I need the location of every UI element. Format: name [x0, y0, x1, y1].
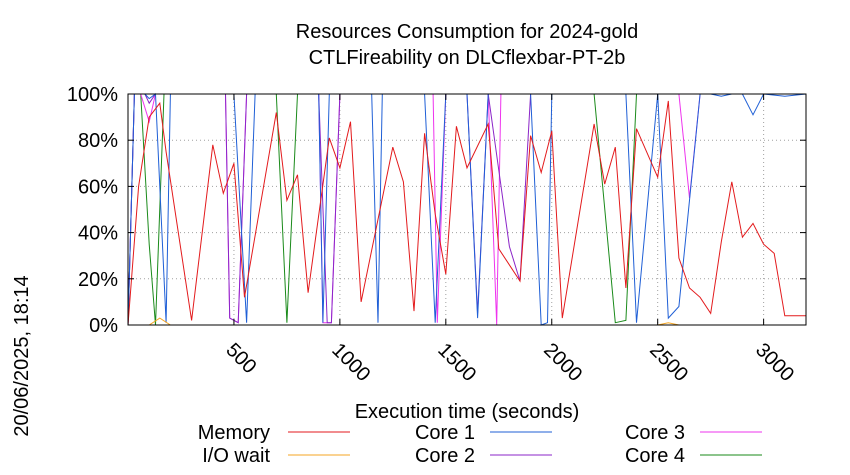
- y-tick-label: 20%: [78, 269, 118, 291]
- x-tick-label: 2500: [645, 339, 692, 386]
- y-tick-label: 0%: [89, 315, 118, 337]
- y-tick-label: 60%: [78, 176, 118, 198]
- y-axis: 0% 20% 40% 60% 80% 100%: [67, 84, 806, 337]
- grid: [128, 94, 806, 325]
- chart-title: Resources Consumption for 2024-gold: [296, 21, 638, 43]
- series-group: [127, 93, 807, 326]
- x-tick-label: 500: [221, 339, 260, 378]
- y-tick-label: 100%: [67, 84, 118, 106]
- series-line-core-1: [127, 93, 807, 326]
- x-tick-label: 3000: [751, 339, 798, 386]
- x-tick-label: 2000: [539, 339, 586, 386]
- y-tick-label: 40%: [78, 223, 118, 245]
- timestamp-label: 20/06/2025, 18:14: [11, 275, 33, 436]
- legend-label-i-o-wait: I/O wait: [202, 445, 270, 467]
- series-line-core-3: [127, 93, 806, 326]
- legend-label-core-3: Core 3: [625, 422, 685, 444]
- series-line-memory: [127, 100, 806, 326]
- x-tick-label: 1000: [327, 339, 374, 386]
- x-tick-label: 1500: [433, 339, 480, 386]
- legend-label-core-2: Core 2: [415, 445, 475, 467]
- series-line-i-o-wait: [128, 317, 806, 326]
- legend-label-core-4: Core 4: [625, 445, 685, 467]
- x-axis: 500 1000 1500 2000 2500 3000: [221, 94, 798, 386]
- chart-subtitle: CTLFireability on DLCflexbar-PT-2b: [309, 47, 626, 69]
- series-line-core-2: [127, 93, 806, 326]
- legend-label-core-1: Core 1: [415, 422, 475, 444]
- plot-frame: [127, 93, 807, 326]
- x-axis-label: Execution time (seconds): [355, 401, 580, 423]
- series-line-core-4: [127, 93, 806, 326]
- legend-label-memory: Memory: [198, 422, 270, 444]
- y-tick-label: 80%: [78, 130, 118, 152]
